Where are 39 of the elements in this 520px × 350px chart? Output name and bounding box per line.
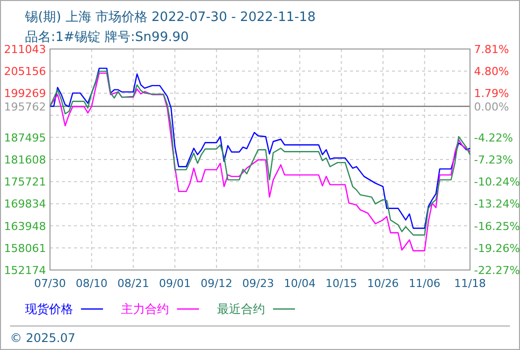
y2-tick-label: 4.80% <box>474 65 509 78</box>
x-tick-label: 10/04 <box>284 277 316 290</box>
x-tick-label: 11/18 <box>454 277 486 290</box>
y2-tick-label: 0.00% <box>474 100 509 114</box>
x-tick-label: 10/26 <box>367 277 399 290</box>
y2-tick-label: 7.81% <box>474 43 509 56</box>
y-tick-label: 169834 <box>4 198 46 211</box>
y-tick-label: 195762 <box>4 100 46 114</box>
legend-label: 主力合约 <box>121 302 169 316</box>
y2-tick-label: -7.23% <box>474 154 513 166</box>
text: © 2025.07 <box>10 331 76 345</box>
y2-tick-label: -4.22% <box>474 131 513 144</box>
y-tick-label: 211043 <box>4 43 46 56</box>
chart-subtitle: 品名:1#锡锭 牌号:Sn99.90 <box>25 30 189 45</box>
x-tick-label: 09/12 <box>200 277 232 290</box>
y2-tick-label: -16.25% <box>474 220 520 233</box>
legend-label: 最近合约 <box>217 302 265 316</box>
y-tick-label: 163948 <box>4 220 46 233</box>
y-tick-label: 199269 <box>4 87 46 100</box>
x-tick-label: 09/01 <box>159 277 191 290</box>
x-tick-label: 11/06 <box>408 277 440 290</box>
y-tick-label: 181608 <box>4 154 46 166</box>
y-tick-label: 158061 <box>4 242 46 255</box>
x-tick-label: 09/23 <box>242 277 274 290</box>
x-tick-label: 10/15 <box>326 277 358 290</box>
y2-tick-label: -19.26% <box>474 242 520 255</box>
chart-title: 锡(期) 上海 市场价格 2022-07-30 - 2022-11-18 <box>24 10 316 25</box>
y2-tick-label: -22.27% <box>474 264 520 277</box>
y-tick-label: 205156 <box>4 65 46 78</box>
y2-tick-label: -13.24% <box>474 198 520 211</box>
y-tick-label: 175721 <box>4 176 46 189</box>
legend-label: 现货价格 <box>25 302 73 316</box>
y2-tick-label: -10.24% <box>474 176 520 189</box>
x-tick-label: 08/21 <box>117 277 150 290</box>
y-tick-label: 187495 <box>4 131 46 144</box>
y-tick-label: 152174 <box>4 264 46 277</box>
x-tick-label: 08/10 <box>76 277 108 290</box>
x-tick-label: 07/30 <box>34 277 66 290</box>
y2-tick-label: 1.79% <box>474 87 509 100</box>
